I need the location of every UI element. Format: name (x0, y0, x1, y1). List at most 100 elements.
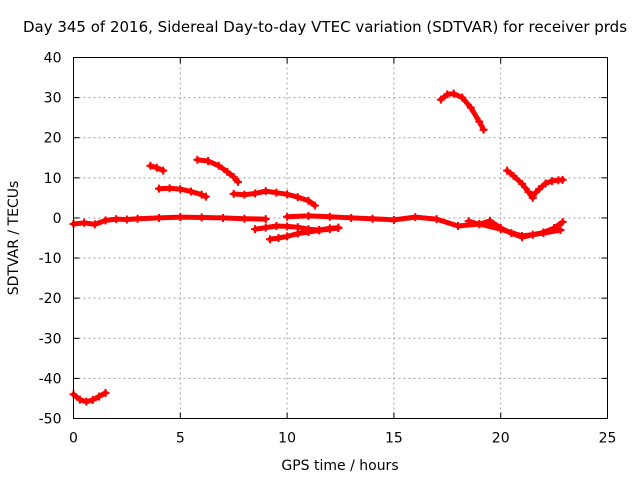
data-point (95, 392, 104, 401)
data-point (152, 163, 161, 172)
data-point (411, 213, 420, 222)
y-tick-label: 20 (44, 131, 62, 147)
x-axis-label: GPS time / hours (281, 458, 398, 474)
data-point (518, 233, 527, 242)
data-point (219, 213, 228, 222)
data-point (325, 225, 334, 234)
data-point (261, 215, 270, 224)
x-tick-label: 0 (69, 431, 78, 447)
data-point (304, 211, 313, 220)
data-point (272, 188, 281, 197)
y-tick-label: -40 (39, 371, 62, 387)
plot-frame (73, 57, 608, 419)
data-point (261, 187, 270, 196)
data-point (101, 388, 110, 397)
data-point (90, 220, 99, 229)
data-point (251, 225, 260, 234)
data-point (535, 185, 544, 194)
data-point (146, 161, 155, 170)
data-point (304, 196, 313, 205)
data-point (304, 227, 313, 236)
data-point (201, 192, 210, 201)
data-point (496, 223, 505, 232)
data-point (558, 175, 567, 184)
x-tick-label: 15 (385, 431, 403, 447)
y-tick-label: 10 (44, 171, 62, 187)
data-point (251, 189, 260, 198)
series-arc-k (466, 218, 566, 240)
data-point (449, 89, 458, 98)
data-point (133, 214, 142, 223)
data-point (541, 179, 550, 188)
data-point (229, 173, 238, 182)
data-point (154, 184, 163, 193)
data-point (75, 395, 84, 404)
data-point (283, 232, 292, 241)
y-tick-label: 0 (53, 211, 62, 227)
data-point (475, 117, 484, 126)
data-point (479, 125, 488, 134)
data-point (122, 215, 131, 224)
data-point (310, 201, 319, 210)
x-tick-label: 25 (599, 431, 617, 447)
data-point (325, 212, 334, 221)
data-point (507, 229, 516, 238)
data-point (293, 229, 302, 238)
data-point (368, 214, 377, 223)
y-tick-label: -10 (39, 251, 62, 267)
y-tick-label: 30 (44, 91, 62, 107)
data-series (69, 89, 567, 406)
chart-title: Day 345 of 2016, Sidereal Day-to-day VTE… (23, 18, 627, 36)
data-point (315, 226, 324, 235)
data-point (550, 223, 559, 232)
data-point (458, 93, 467, 102)
data-point (556, 225, 565, 234)
data-point (223, 167, 232, 176)
data-point (82, 397, 91, 406)
data-point (186, 187, 195, 196)
y-tick-label: -30 (39, 331, 62, 347)
y-tick-label: -50 (39, 412, 62, 428)
data-point (197, 190, 206, 199)
y-axis-label: SDTVAR / TECUs (6, 181, 22, 296)
data-point (486, 216, 495, 225)
data-point (558, 217, 567, 226)
data-point (240, 214, 249, 223)
y-tick-labels: -50 -40 -30 -20 -10 0 10 20 30 40 (39, 51, 62, 428)
data-point (432, 215, 441, 224)
data-point (436, 95, 445, 104)
data-point (503, 166, 512, 175)
y-tick-label: -20 (39, 291, 62, 307)
data-point (283, 222, 292, 231)
data-point (347, 213, 356, 222)
x-tick-label: 10 (278, 431, 296, 447)
data-point (524, 187, 533, 196)
data-point (197, 213, 206, 222)
data-point (233, 177, 242, 186)
data-point (176, 185, 185, 194)
data-point (283, 212, 292, 221)
data-point (176, 213, 185, 222)
data-point (154, 213, 163, 222)
data-point (88, 396, 97, 405)
data-point (466, 103, 475, 112)
data-point (261, 223, 270, 232)
data-point (204, 156, 213, 165)
data-point (159, 166, 168, 175)
data-point (334, 223, 343, 232)
data-point (214, 161, 223, 170)
data-point (293, 193, 302, 202)
x-tick-label: 5 (176, 431, 185, 447)
data-point (539, 228, 548, 237)
data-point (283, 190, 292, 199)
data-point (475, 220, 484, 229)
data-point (165, 184, 174, 193)
data-point (528, 230, 537, 239)
y-tick-label: 40 (44, 51, 62, 67)
data-point (266, 235, 275, 244)
data-point (528, 191, 537, 200)
data-point (240, 190, 249, 199)
data-point (193, 155, 202, 164)
